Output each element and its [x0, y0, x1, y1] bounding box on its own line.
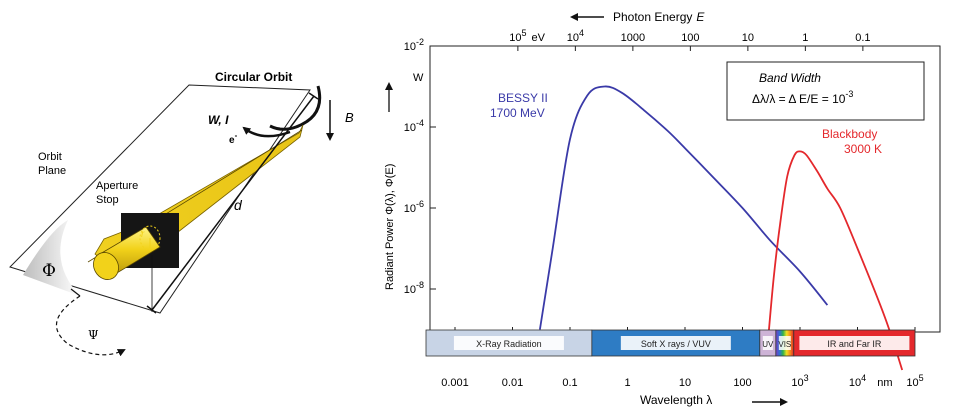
- d-tick-top: [308, 92, 319, 100]
- region-label: UV: [762, 340, 774, 349]
- distance-d-label: d: [234, 197, 243, 213]
- spectrum-chart: Photon Energy E 105 eV 104 1000 100 10 1 0.1 10-…: [384, 10, 941, 407]
- region-label-box: [453, 336, 564, 350]
- band-width-formula: Δλ/λ = Δ E/E = 10-3: [752, 89, 853, 106]
- top-tick-label: 104: [567, 28, 584, 44]
- orbit-plane-label-1: Orbit: [38, 151, 62, 163]
- top-tick-label: eV: [531, 32, 545, 44]
- x-tick-label: 1: [624, 377, 630, 389]
- orbit-plane-label-2: Plane: [38, 165, 66, 177]
- psi-start-tick: [70, 288, 81, 297]
- x-tick-label: 0.001: [441, 377, 469, 389]
- x-tick-label: 104: [849, 373, 866, 389]
- x-axis-ticks: 0.001 0.01 0.1 1 10 100 103 104 nm 105: [441, 327, 924, 389]
- top-tick-label: 0.1: [855, 32, 870, 44]
- electron-label: e-: [229, 131, 238, 146]
- y-tick-label: 10-2: [404, 37, 424, 53]
- w-i-label: W, I: [208, 113, 229, 127]
- top-axis-ticks: 105 eV 104 1000 100 10 1 0.1: [509, 28, 871, 51]
- band-width-box: [726, 61, 925, 121]
- top-tick-label: 1000: [621, 32, 645, 44]
- cylinder-end: [93, 252, 119, 280]
- region-label: Soft X rays / VUV: [641, 339, 711, 349]
- psi-arc: [55, 295, 126, 357]
- y-tick-label: 10-8: [404, 280, 424, 296]
- blackbody-curve: [767, 150, 904, 371]
- b-field-label: B: [345, 110, 354, 125]
- blackbody-name-label: Blackbody: [822, 127, 877, 141]
- band-width-title: Band Width: [759, 71, 821, 85]
- distance-d-line: [151, 95, 315, 311]
- region-label: VIS: [778, 340, 791, 349]
- region-label-box: [620, 336, 731, 350]
- radius-r-label: r: [141, 229, 145, 240]
- aperture-radius-circle: [139, 225, 161, 251]
- x-tick-label: 0.01: [502, 377, 523, 389]
- y-unit-label: W: [413, 72, 424, 84]
- x-tick-label: 0.1: [562, 377, 577, 389]
- top-tick-label: 10: [742, 32, 754, 44]
- orbit-plane: [9, 84, 311, 314]
- top-tick-label: 1: [802, 32, 808, 44]
- x-tick-label: 10: [679, 377, 691, 389]
- region-label: X-Ray Radiation: [476, 339, 542, 349]
- bessy-ii-curve: [539, 85, 829, 330]
- x-axis-label: Wavelength λ: [640, 393, 712, 407]
- region-label-box: [778, 336, 791, 350]
- region-label-box: [799, 336, 910, 350]
- top-tick-label: 100: [681, 32, 699, 44]
- phi-label: Φ: [42, 261, 56, 281]
- bessy-energy-label: 1700 MeV: [490, 106, 545, 120]
- y-tick-label: 10-6: [404, 199, 424, 215]
- top-tick-label: 105: [509, 28, 526, 44]
- bessy-name-label: BESSY II: [498, 91, 548, 105]
- x-tick-label: 105: [906, 373, 923, 389]
- blackbody-temp-label: 3000 K: [844, 142, 882, 156]
- x-tick-label: 100: [733, 377, 751, 389]
- spectral-region-band: X-Ray Radiation Soft X rays / VUV UV VIS IR …: [425, 329, 916, 357]
- aperture-label-2: Stop: [96, 194, 119, 206]
- region-label: IR and Far IR: [827, 339, 882, 349]
- y-tick-label: 10-4: [404, 118, 424, 134]
- phi-wedge: [23, 220, 80, 296]
- circular-orbit-label: Circular Orbit: [215, 70, 292, 84]
- y-axis-ticks: 10-2 10-4 10-6 10-8: [404, 37, 436, 296]
- synchrotron-diagram: Circular Orbit B W, I e- Orbit Plane Ape…: [9, 70, 354, 357]
- photon-energy-title: Photon Energy E: [613, 10, 705, 24]
- region-label-box: [762, 336, 773, 350]
- psi-label: Ψ: [88, 328, 99, 342]
- x-tick-label: 103: [791, 373, 808, 389]
- d-tick-bottom: [146, 305, 157, 314]
- x-tick-label: nm: [877, 377, 892, 389]
- aperture-label-1: Aperture: [96, 180, 138, 192]
- circular-orbit: [269, 85, 322, 131]
- y-axis-label: Radiant Power Φ(λ), Φ(E): [384, 164, 396, 290]
